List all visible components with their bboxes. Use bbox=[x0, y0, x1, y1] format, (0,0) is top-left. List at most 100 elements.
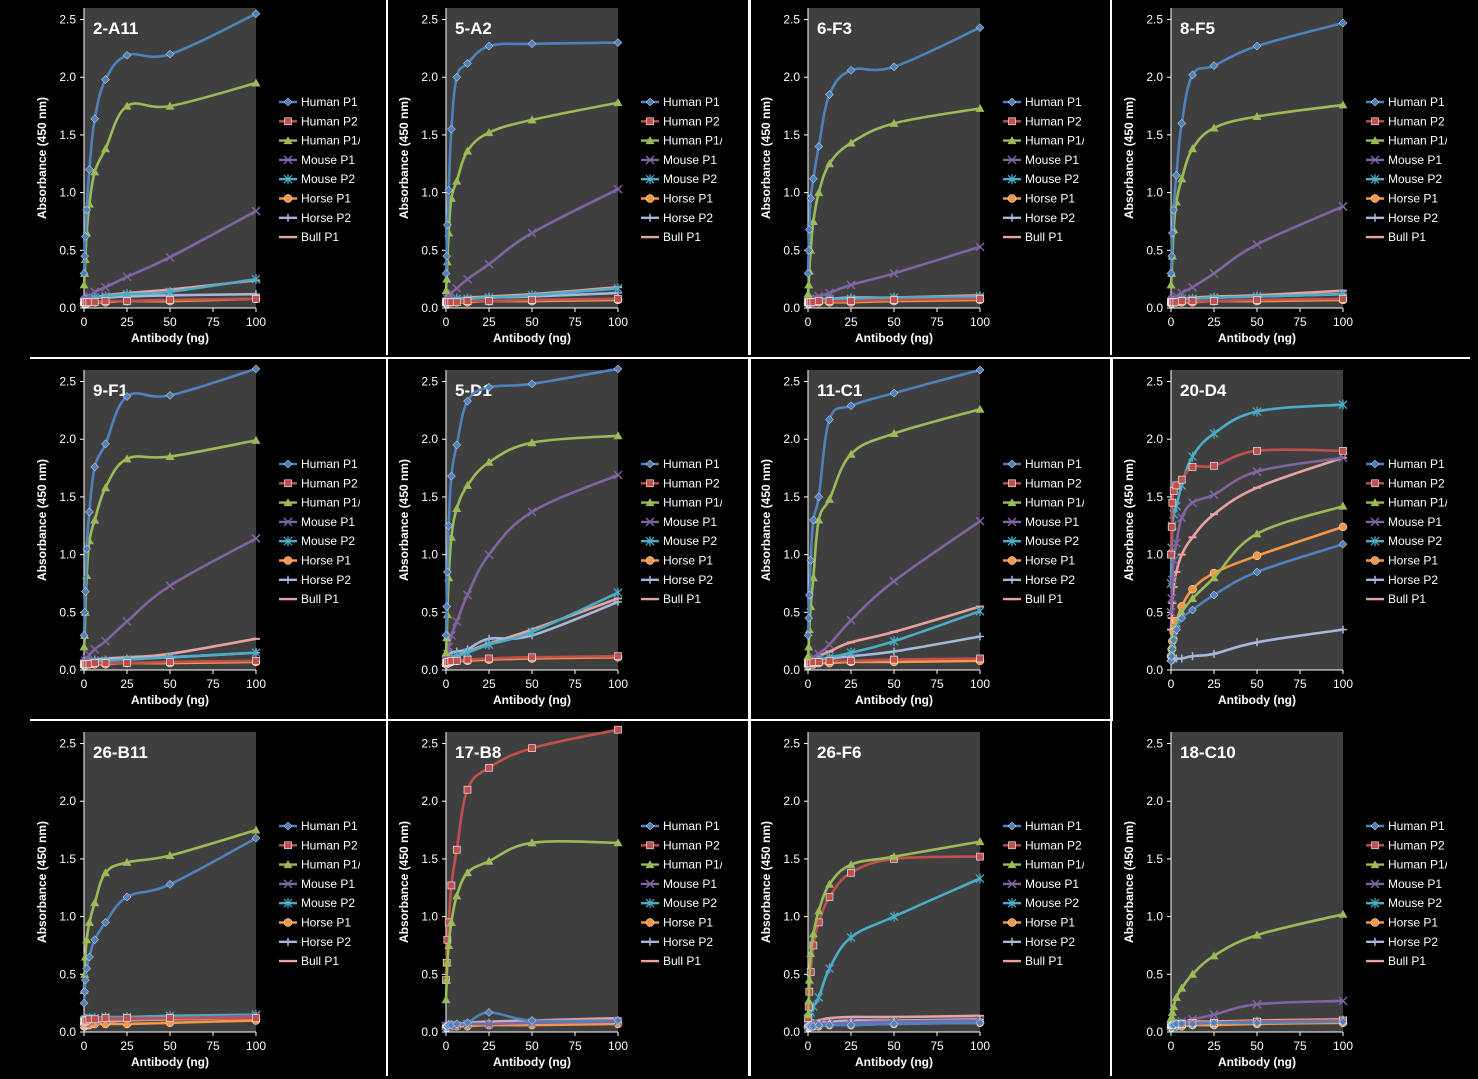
y-tick-label: 0.5 bbox=[783, 967, 800, 981]
x-tick-label: 100 bbox=[1333, 315, 1353, 329]
y-tick-label: 0.5 bbox=[421, 243, 438, 257]
data-point bbox=[614, 597, 622, 606]
legend-label: Horse P2 bbox=[1025, 573, 1075, 587]
series-line bbox=[82, 367, 257, 636]
legend-marker bbox=[645, 136, 655, 145]
data-point bbox=[1167, 550, 1175, 559]
data-point bbox=[85, 165, 94, 174]
data-point bbox=[846, 449, 856, 458]
legend-label: Human P1/P2 bbox=[301, 496, 360, 510]
data-point bbox=[1177, 607, 1187, 616]
data-point bbox=[90, 515, 100, 524]
series bbox=[79, 364, 261, 640]
data-point bbox=[889, 576, 899, 586]
legend-label: Bull P1 bbox=[1025, 954, 1063, 968]
x-tick-label: 25 bbox=[120, 677, 134, 691]
legend-label: Horse P1 bbox=[1025, 554, 1075, 568]
chart-panel: 0.0 0.5 1.0 1.5 2.0 2.5 0 25 50 75 100 Antibody (ng… bbox=[759, 365, 1084, 707]
y-tick-label: 0.0 bbox=[421, 1025, 438, 1039]
data-point bbox=[1177, 475, 1186, 484]
data-point bbox=[846, 1020, 856, 1030]
data-point bbox=[90, 167, 100, 176]
data-point bbox=[803, 631, 813, 640]
x-tick-label: 75 bbox=[568, 315, 582, 329]
x-axis-label: Antibody (ng) bbox=[493, 331, 571, 345]
x-tick-label: 75 bbox=[206, 677, 220, 691]
legend-marker bbox=[1370, 459, 1380, 469]
legend-item: Mouse P2 bbox=[1003, 896, 1079, 910]
legend-marker bbox=[284, 841, 292, 850]
y-tick-label: 1.0 bbox=[59, 186, 76, 200]
data-point bbox=[463, 480, 472, 489]
data-point bbox=[80, 587, 90, 596]
data-point bbox=[79, 642, 89, 651]
legend-item: Human P1/P2 bbox=[1366, 134, 1447, 148]
legend-item: Bull P1 bbox=[1366, 954, 1426, 968]
x-axis-label: Antibody (ng) bbox=[855, 331, 933, 345]
legend-marker bbox=[1370, 136, 1380, 145]
x-tick-label: 0 bbox=[805, 1039, 812, 1053]
data-point bbox=[251, 206, 261, 216]
data-point bbox=[1166, 269, 1176, 278]
plot-area bbox=[808, 8, 980, 308]
data-point bbox=[613, 184, 623, 194]
data-point bbox=[1253, 296, 1261, 304]
y-axis-label: Absorbance (450 nm) bbox=[397, 97, 411, 219]
plot-area bbox=[1171, 8, 1343, 308]
x-tick-label: 50 bbox=[525, 315, 539, 329]
legend-item: Horse P2 bbox=[1003, 935, 1075, 949]
data-point bbox=[79, 631, 89, 640]
y-tick-label: 0.5 bbox=[421, 967, 438, 981]
legend-label: Human P1 bbox=[663, 457, 720, 471]
x-tick-label: 75 bbox=[1293, 1039, 1307, 1053]
y-tick-label: 1.0 bbox=[783, 548, 800, 562]
series bbox=[80, 1014, 260, 1026]
legend-item: Human P2 bbox=[1003, 114, 1082, 128]
x-tick-label: 50 bbox=[525, 1039, 539, 1053]
data-point bbox=[1338, 399, 1348, 410]
y-axis-label: Absorbance (450 nm) bbox=[759, 821, 773, 943]
data-point bbox=[803, 651, 813, 660]
legend-label: Mouse P2 bbox=[1025, 534, 1079, 548]
legend-label: Human P1 bbox=[1025, 95, 1082, 109]
series bbox=[79, 9, 261, 278]
legend-item: Horse P2 bbox=[1366, 573, 1438, 587]
chart-title: 5-A2 bbox=[455, 19, 492, 38]
legend-item: Bull P1 bbox=[1366, 230, 1426, 244]
legend-marker bbox=[283, 879, 293, 889]
x-tick-label: 50 bbox=[1250, 677, 1264, 691]
data-point bbox=[462, 590, 473, 600]
x-tick-label: 75 bbox=[568, 677, 582, 691]
data-point bbox=[1209, 123, 1219, 132]
legend-marker bbox=[646, 841, 654, 850]
data-point bbox=[1177, 288, 1187, 298]
plot-area bbox=[1171, 370, 1343, 670]
legend-label: Horse P2 bbox=[663, 573, 713, 587]
data-point bbox=[463, 396, 472, 406]
divider bbox=[748, 721, 751, 1076]
data-point bbox=[825, 879, 834, 888]
chart-panel: 0.0 0.5 1.0 1.5 2.0 2.5 0 25 50 75 100 Antibody (ng… bbox=[397, 364, 722, 707]
data-point bbox=[165, 452, 175, 461]
legend-marker bbox=[283, 517, 293, 527]
data-point bbox=[1188, 969, 1197, 978]
data-point bbox=[804, 590, 814, 600]
y-tick-label: 2.5 bbox=[59, 375, 76, 389]
legend-marker bbox=[1007, 97, 1017, 107]
series bbox=[1167, 446, 1347, 559]
x-axis-label: Antibody (ng) bbox=[131, 1055, 209, 1069]
legend-label: Horse P1 bbox=[301, 192, 351, 206]
data-point bbox=[889, 636, 899, 647]
legend-label: Human P2 bbox=[663, 114, 720, 128]
legend-item: Mouse P1 bbox=[641, 153, 717, 167]
data-point bbox=[84, 917, 94, 926]
data-point bbox=[80, 975, 90, 985]
legend-label: Horse P1 bbox=[1388, 554, 1438, 568]
legend-marker bbox=[1370, 879, 1380, 889]
legend-label: Human P1 bbox=[1388, 457, 1445, 471]
data-point bbox=[1252, 567, 1262, 577]
series-line bbox=[444, 473, 619, 662]
legend-item: Horse P1 bbox=[279, 554, 351, 568]
data-point bbox=[463, 297, 472, 305]
series-line bbox=[1169, 21, 1344, 274]
